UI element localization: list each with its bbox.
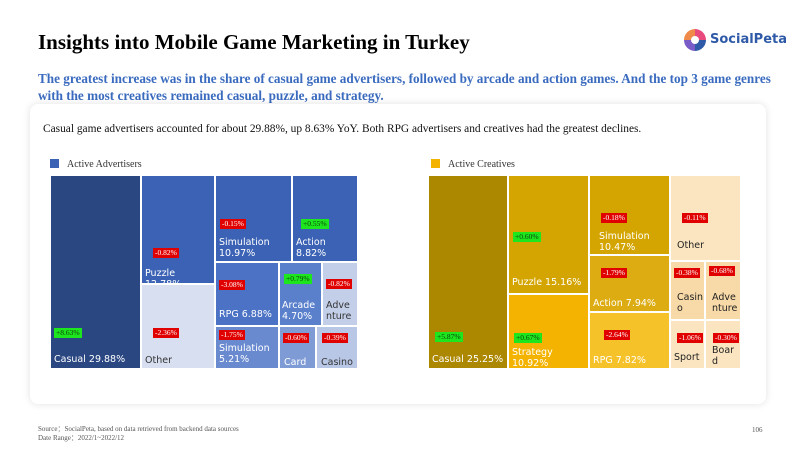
treemap-cell-sport: Sport -1.06%: [670, 320, 705, 369]
treemap-change-badge: -0.15%: [220, 219, 246, 229]
treemap-change-badge: +5.87%: [435, 332, 463, 342]
treemap-change-badge: +0.60%: [513, 232, 541, 242]
treemap-label: Casual 29.88%: [54, 354, 126, 365]
treemap-label: RPG 7.82%: [593, 355, 646, 366]
treemap-label: Simulation 10.47%: [599, 231, 650, 253]
legend-swatch-advertisers: [50, 159, 59, 168]
treemap-change-badge: -2.64%: [604, 330, 630, 340]
source-note: Source：SocialPeta, based on data retriev…: [38, 425, 239, 443]
treemap-change-badge: -0.82%: [153, 248, 179, 258]
treemap-label: Card: [284, 357, 307, 368]
treemap-label: Boar d: [712, 345, 735, 367]
treemap-label: Strategy 10.92%: [512, 347, 553, 369]
treemap-label: Sport: [674, 352, 700, 363]
treemap-cell-puzzle: Puzzle 15.16% +0.60%: [508, 175, 589, 294]
treemap-change-badge: -0.68%: [709, 266, 735, 276]
page-title: Insights into Mobile Game Marketing in T…: [38, 30, 470, 54]
treemap-change-badge: +0.55%: [301, 219, 329, 229]
page-number: 106: [752, 426, 763, 434]
treemap-change-badge: -1.06%: [677, 333, 703, 343]
treemap-change-badge: -0.82%: [326, 279, 352, 289]
treemap-label: Casino: [321, 357, 353, 368]
treemap-cell-action: Action 7.94% -1.79%: [589, 255, 670, 312]
legend-label-advertisers: Active Advertisers: [67, 159, 142, 170]
advertisers-treemap: Casual 29.88% +8.63% Puzzle 12.78% -0.82% Ot…: [50, 175, 358, 369]
date-range-text: Date Range：2022/1~2022/12: [38, 434, 125, 442]
treemap-change-badge: -0.60%: [283, 333, 309, 343]
treemap-label: Casin o: [677, 292, 704, 314]
treemap-label: Casual 25.25%: [432, 354, 504, 365]
treemap-label: Puzzle 12.78%: [145, 268, 181, 283]
treemap-change-badge: -0.11%: [682, 213, 708, 223]
treemap-label: Puzzle 15.16%: [512, 277, 582, 288]
treemap-label: Adve nture: [712, 292, 738, 314]
treemap-cell-puzzle: Puzzle 12.78% -0.82%: [141, 175, 215, 284]
treemap-change-badge: -3.08%: [219, 280, 245, 290]
treemap-label: Other: [677, 240, 704, 251]
treemap-change-badge: +8.63%: [54, 328, 82, 338]
treemap-cell-arcade: Arcade 4.70% +0.79%: [279, 262, 322, 326]
treemap-cell-other: Other -2.36%: [141, 284, 215, 369]
source-text: Source：SocialPeta, based on data retriev…: [38, 425, 239, 433]
treemap-cell-casino: Casino -0.39%: [316, 326, 358, 369]
treemap-label: Arcade 4.70%: [282, 300, 316, 322]
treemap-cell-board: Boar d -0.30%: [705, 320, 741, 369]
treemap-label: Action 8.82%: [296, 237, 327, 259]
treemap-change-badge: +0.67%: [514, 333, 542, 343]
page-subtitle: The greatest increase was in the share o…: [38, 71, 771, 103]
creatives-treemap: Casual 25.25% +5.87% Puzzle 15.16% +0.60% St…: [428, 175, 741, 369]
treemap-cell-strategy: Strategy 10.92% +0.67%: [508, 294, 589, 369]
treemap-label: Other: [145, 355, 172, 366]
treemap-change-badge: -0.30%: [713, 333, 739, 343]
legend-active-advertisers: Active Advertisers: [50, 159, 142, 170]
treemap-cell-simulation: Simulation 10.47% -0.18%: [589, 175, 670, 255]
treemap-change-badge: -0.18%: [601, 213, 627, 223]
treemap-cell-rpg: RPG 7.82% -2.64%: [589, 312, 670, 369]
treemap-change-badge: -2.36%: [153, 328, 179, 338]
socialpeta-logo: SocialPeta: [683, 26, 788, 56]
treemap-cell-adventure: Adve nture -0.82%: [322, 262, 358, 326]
treemap-cell-casual: Casual 29.88% +8.63%: [50, 175, 141, 369]
logo-icon: [684, 29, 706, 51]
treemap-cell-action: Action 8.82% +0.55%: [292, 175, 358, 262]
legend-swatch-creatives: [431, 159, 440, 168]
legend-active-creatives: Active Creatives: [431, 159, 515, 170]
treemap-cell-casual: Casual 25.25% +5.87%: [428, 175, 508, 369]
treemap-cell-simulation: Simulation 10.97% -0.15%: [215, 175, 292, 262]
treemap-cell-rpg: RPG 6.88% -3.08%: [215, 262, 279, 326]
treemap-cell-card: Card -0.60%: [279, 326, 316, 369]
treemap-label: Simulation 5.21%: [219, 343, 270, 365]
treemap-change-badge: -1.79%: [601, 268, 627, 278]
treemap-change-badge: +0.79%: [284, 274, 312, 284]
treemap-cell-simulation: Simulation 5.21% -1.75%: [215, 326, 279, 369]
treemap-cell-other: Other -0.11%: [670, 175, 741, 261]
treemap-label: RPG 6.88%: [219, 309, 272, 320]
legend-label-creatives: Active Creatives: [448, 159, 515, 170]
treemap-cell-adventure: Adve nture -0.68%: [705, 261, 741, 320]
treemap-change-badge: -1.75%: [219, 330, 245, 340]
treemap-cell-casino: Casin o -0.38%: [670, 261, 705, 320]
treemap-change-badge: -0.38%: [674, 268, 700, 278]
treemap-label: Adve nture: [326, 300, 352, 322]
treemap-change-badge: -0.39%: [322, 333, 348, 343]
card-summary-text: Casual game advertisers accounted for ab…: [43, 123, 642, 135]
treemap-label: Simulation 10.97%: [219, 237, 270, 259]
logo-text: SocialPeta: [710, 32, 788, 47]
treemap-label: Action 7.94%: [593, 298, 656, 309]
